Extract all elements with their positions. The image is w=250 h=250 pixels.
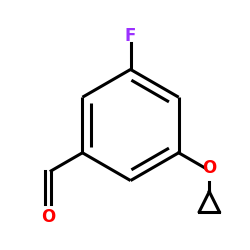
Text: O: O (41, 208, 55, 226)
Text: O: O (202, 159, 216, 177)
Text: F: F (125, 27, 136, 45)
